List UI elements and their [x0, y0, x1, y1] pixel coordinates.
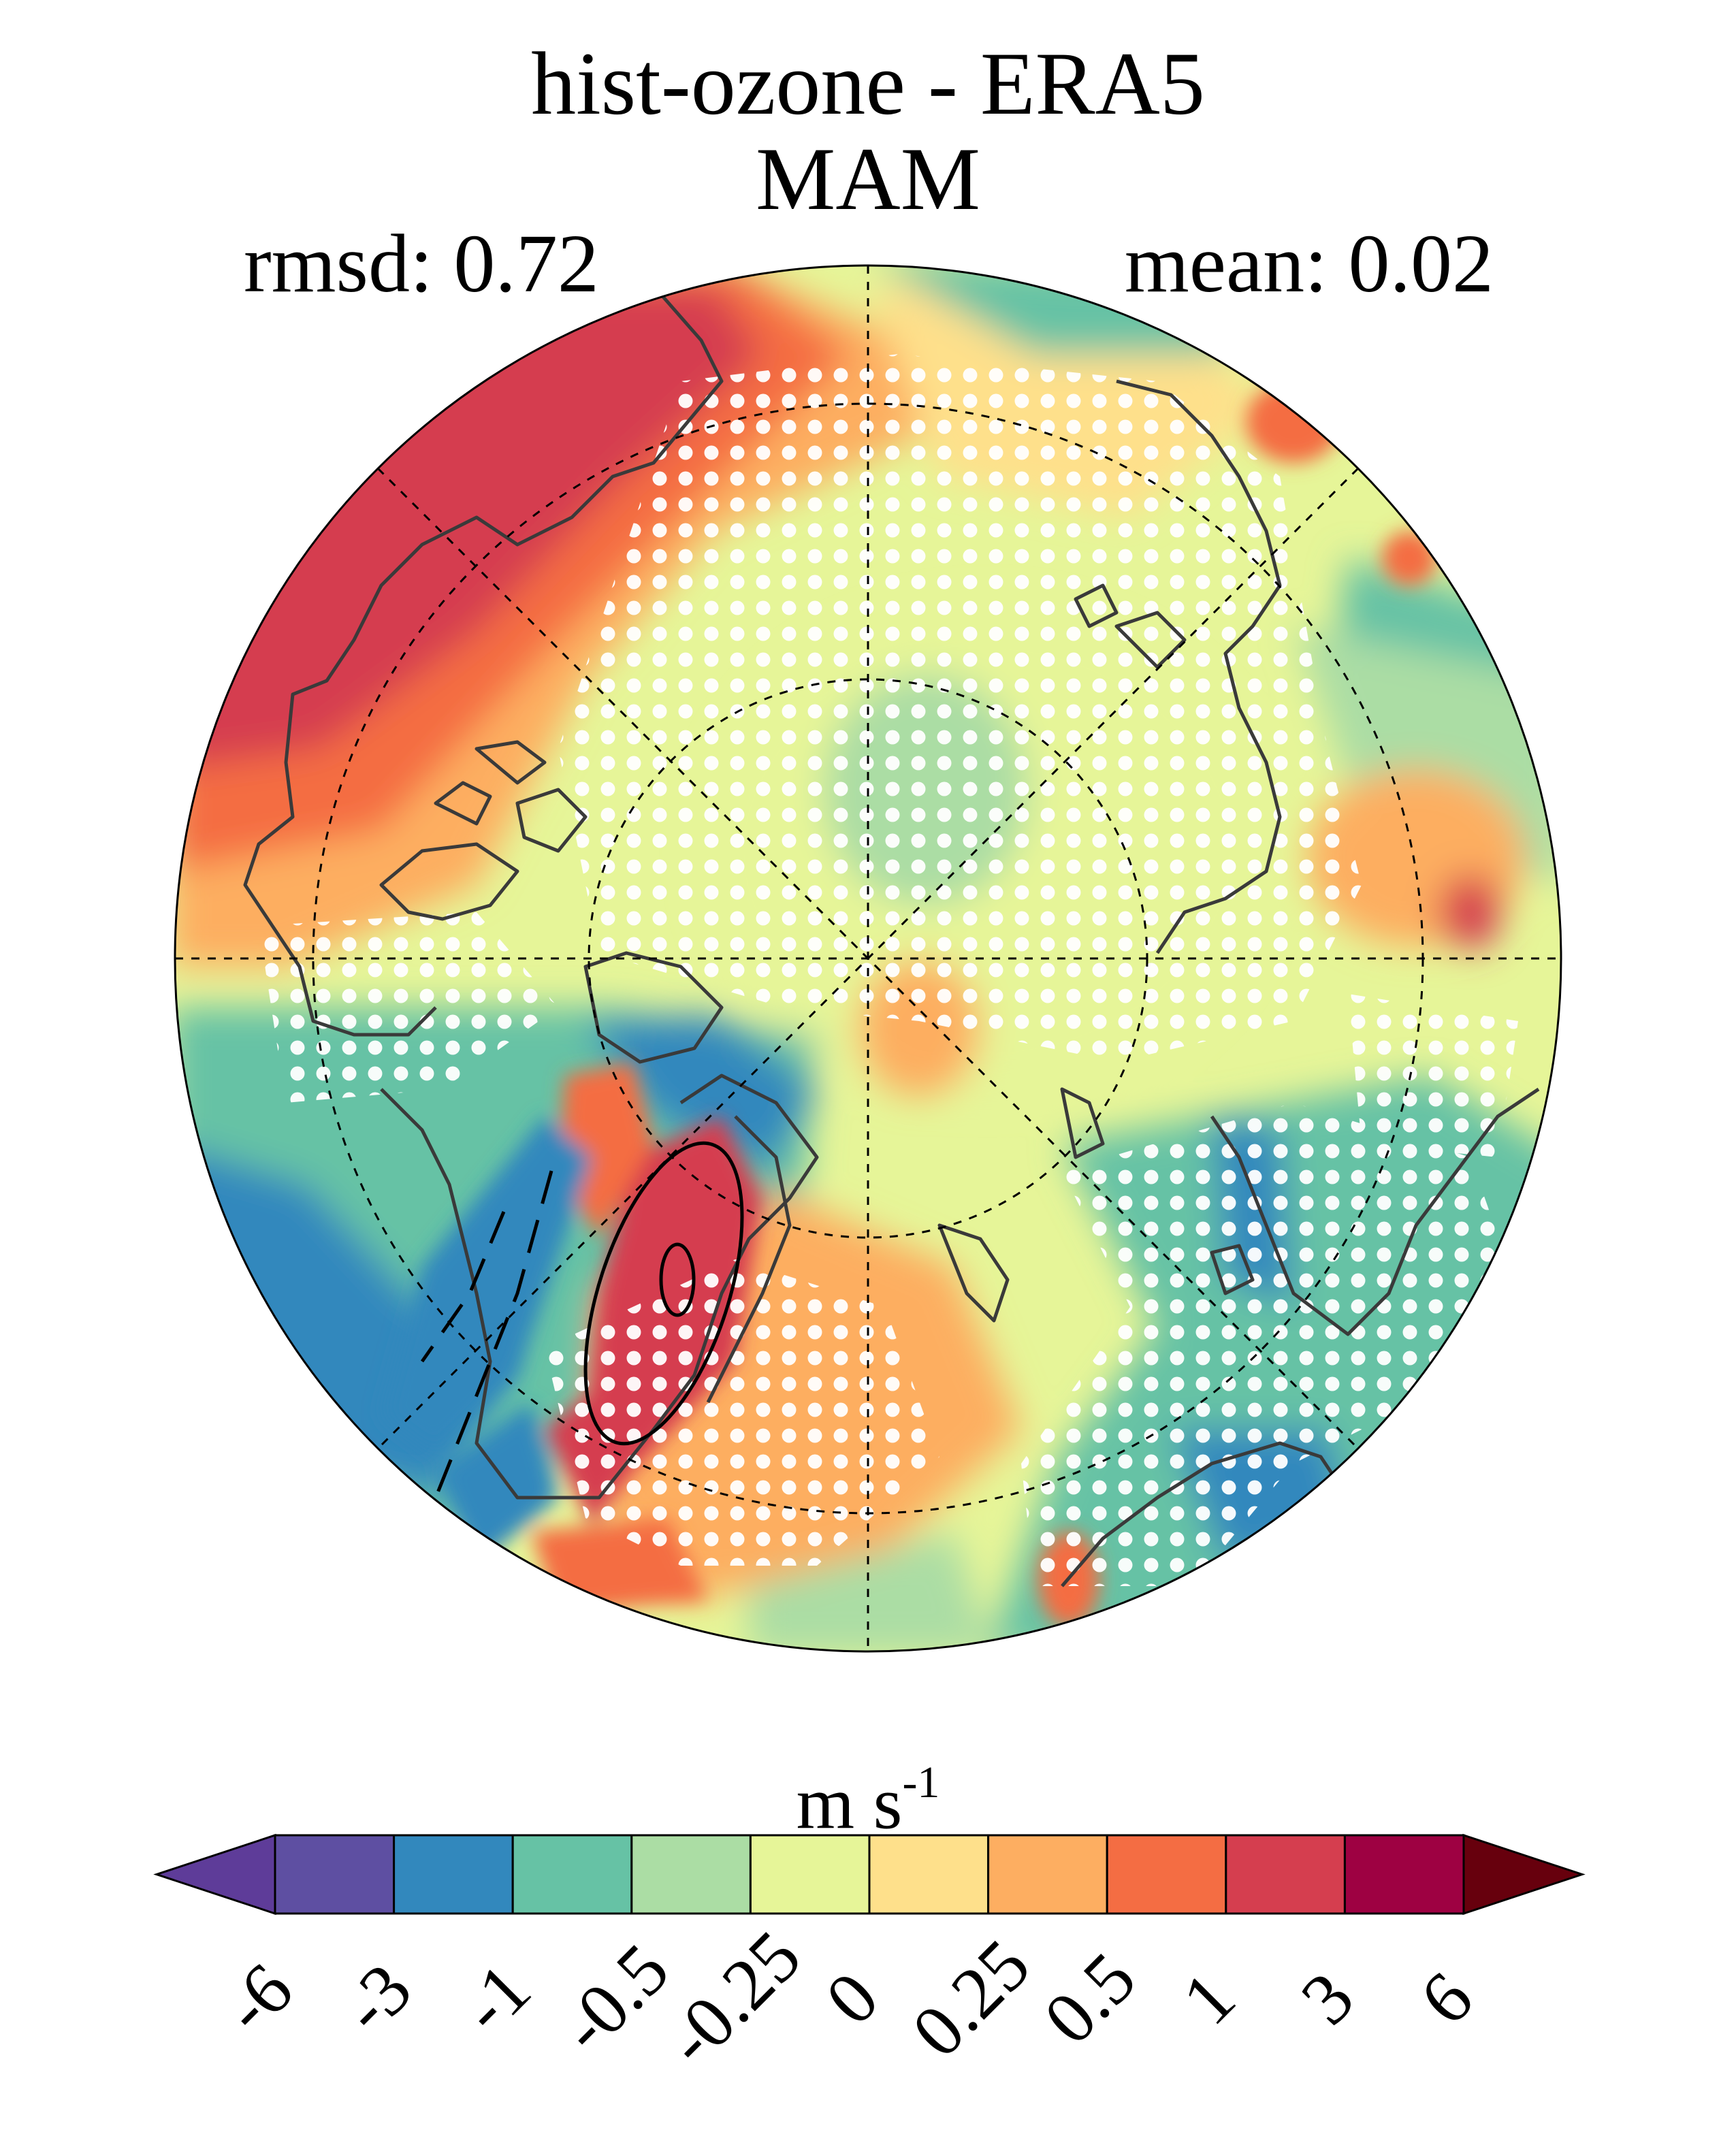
colorbar-tick-label: -0.25 — [651, 1916, 816, 2081]
stipple-region-north — [558, 354, 1362, 1062]
coastline-siberia — [937, 1087, 1105, 1323]
coastline-islands-ne — [1074, 583, 1187, 669]
colorbar-bin-1 — [393, 1834, 514, 1915]
rmsd-label: rmsd: 0.72 — [244, 218, 599, 310]
contour-positive-inner — [659, 1242, 696, 1317]
colorbar-bin-7 — [1106, 1834, 1227, 1915]
colorbar-bin-8 — [1225, 1834, 1346, 1915]
colorbar-tick-label: -0.5 — [545, 1929, 684, 2068]
colorbar-bin-4 — [749, 1834, 871, 1915]
field-patch-lightgreen-s — [749, 1532, 994, 1651]
coastline-canada-islands — [379, 740, 588, 921]
mean-label: mean: 0.02 — [1124, 218, 1494, 310]
contour-positive-outer — [583, 1141, 744, 1446]
stipple-region-far-east — [1348, 994, 1518, 1157]
colorbar-tick-label: 0 — [811, 1957, 894, 2040]
colorbar-tick-label: -3 — [327, 1948, 428, 2049]
contour-negative-dashed — [434, 1170, 553, 1498]
title-line-2: MAM — [755, 129, 981, 229]
colorbar-bin-6 — [987, 1834, 1108, 1915]
field-patch-orange-europe — [558, 1062, 654, 1239]
field-patch-red-e — [1440, 875, 1501, 950]
colorbar-tick-label: -6 — [208, 1948, 308, 2049]
contours — [420, 1141, 744, 1498]
colorbar-bin-9 — [1343, 1834, 1465, 1915]
colorbar: -6 -3 -1-0.5-0.250 0.250.5 1 3 6 — [153, 1833, 1586, 2082]
gridlines — [175, 265, 1561, 1651]
colorbar-tick-label: 3 — [1286, 1957, 1369, 2040]
coastline-asia — [1210, 1087, 1540, 1336]
colorbar-units: m s-1 — [0, 1744, 1736, 1847]
colorbar-units-exponent: -1 — [902, 1758, 940, 1807]
contour-negative-dashed-2 — [420, 1211, 506, 1363]
colorbar-tick-label: 0.5 — [1029, 1937, 1151, 2060]
colorbar-tick-label: 6 — [1405, 1957, 1488, 2040]
colorbar-units-base: m s — [796, 1761, 903, 1845]
field-patch-red-ne-1 — [1246, 381, 1341, 463]
stipple-region-w — [259, 912, 558, 1103]
field-patch-blue-upper — [585, 1014, 817, 1171]
stipple-region-se — [1021, 1103, 1518, 1586]
map-border — [174, 264, 1562, 1653]
coastline-ne — [1116, 379, 1282, 954]
colorbar-bin-0 — [274, 1834, 396, 1915]
coastline-cuba-like — [1210, 1244, 1255, 1295]
stipple-region-sw — [545, 1259, 939, 1566]
coastline-greenland — [583, 951, 724, 1064]
colorbar-tick-label: 1 — [1168, 1957, 1251, 2040]
colorbar-bin-5 — [868, 1834, 990, 1915]
field-patch-red-ne-2 — [1382, 531, 1436, 585]
coastlines — [243, 285, 1540, 1587]
title-line-1: hist-ozone - ERA5 — [531, 33, 1205, 133]
field-patch-blue-europe — [381, 1116, 592, 1457]
meridian-diagonal-2 — [376, 467, 1360, 1450]
coastline-scandinavia — [706, 1115, 792, 1404]
coastline-east-asia — [1061, 1441, 1350, 1587]
stippling — [259, 354, 1518, 1586]
colorbar-tick-label: 0.25 — [897, 1924, 1046, 2073]
colorbar-tick-label: -1 — [445, 1948, 546, 2049]
coastline-north-america — [243, 285, 724, 1037]
